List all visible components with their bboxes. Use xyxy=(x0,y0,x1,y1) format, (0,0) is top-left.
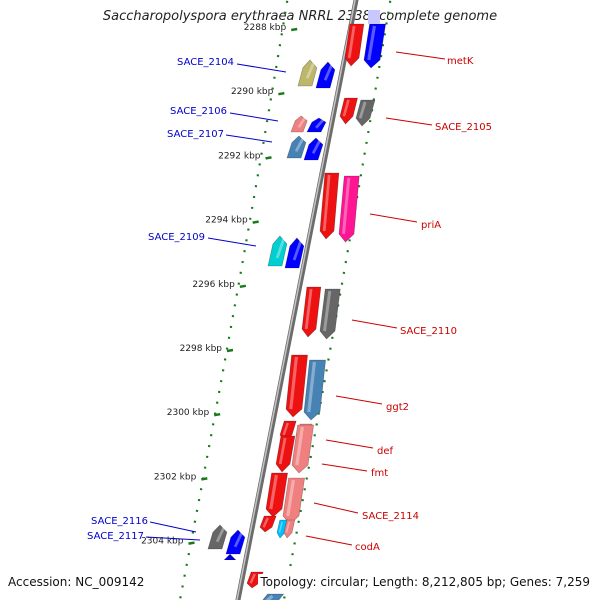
leader-line xyxy=(395,51,446,60)
gene-codA-a[interactable] xyxy=(257,515,277,533)
scale-tick-label: 2290 kbp xyxy=(231,87,274,97)
leader-line xyxy=(145,536,201,541)
leader-line xyxy=(325,439,374,449)
leader-line xyxy=(369,213,418,223)
gene-label-def[interactable]: def xyxy=(377,446,394,457)
leader-line xyxy=(236,63,287,73)
gene-label-SACE_2110[interactable]: SACE_2110 xyxy=(400,326,457,337)
gene-codA[interactable] xyxy=(282,519,296,539)
gene-fmt[interactable] xyxy=(288,424,314,474)
leader-line xyxy=(149,521,197,533)
gene-SACE_2104[interactable] xyxy=(295,59,318,87)
gene-label-ggt2[interactable]: ggt2 xyxy=(386,402,409,413)
gene-SACE_2109[interactable] xyxy=(265,235,288,267)
gene-label-SACE_2105[interactable]: SACE_2105 xyxy=(435,122,492,133)
gene-metK[interactable] xyxy=(342,23,365,67)
gene-codA-b[interactable] xyxy=(275,519,289,539)
gene-priA-pink[interactable] xyxy=(335,175,360,243)
leader-line xyxy=(385,117,433,126)
gene-fmt-a[interactable] xyxy=(273,435,296,473)
leader-line xyxy=(207,237,257,247)
gene-label-codA[interactable]: codA xyxy=(355,542,380,553)
leader-line xyxy=(305,535,353,546)
gene-priA[interactable] xyxy=(317,172,340,240)
inner-dotted-ring xyxy=(178,0,289,600)
gene-label-metK[interactable]: metK xyxy=(447,56,474,67)
gene-bottom-b[interactable] xyxy=(258,593,285,600)
gene-label-SACE_2104[interactable]: SACE_2104 xyxy=(177,57,234,68)
accession-label: Accession: NC_009142 xyxy=(6,574,147,590)
scale-tick xyxy=(252,220,259,224)
gene-label-SACE_2114[interactable]: SACE_2114 xyxy=(362,511,419,522)
scale-tick-label: 2304 kbp xyxy=(141,537,184,547)
gene-SACE_2117[interactable] xyxy=(223,529,246,555)
scale-tick xyxy=(278,91,285,96)
scale-tick xyxy=(226,348,234,353)
leader-line xyxy=(335,395,383,405)
leader-line xyxy=(321,463,368,472)
gene-SACE_2105[interactable] xyxy=(353,99,376,127)
gene-label-SACE_2116[interactable]: SACE_2116 xyxy=(91,516,148,527)
gene-SACE_2107-b[interactable] xyxy=(301,137,324,161)
scale-tick-label: 2294 kbp xyxy=(205,216,248,226)
leader-line xyxy=(225,134,273,143)
genome-backbone xyxy=(235,0,359,600)
scale-tick xyxy=(213,412,221,417)
leader-line xyxy=(229,112,279,122)
scale-tick xyxy=(290,27,298,32)
scale-tick xyxy=(265,156,272,160)
outer-dotted-ring xyxy=(282,0,392,600)
gene-label-priA[interactable]: priA xyxy=(421,220,441,231)
gene-SACE_2110[interactable] xyxy=(316,288,341,340)
gene-SACE_2110-a[interactable] xyxy=(299,286,322,338)
gene-label-SACE_2106[interactable]: SACE_2106 xyxy=(170,106,227,117)
gene-SACE_2104-b[interactable] xyxy=(313,61,336,89)
gene-SACE_2109-b[interactable] xyxy=(282,237,305,269)
gene-SACE_2105-a[interactable] xyxy=(337,97,358,125)
gene-blue-top[interactable] xyxy=(360,23,386,69)
gene-SACE_2107[interactable] xyxy=(284,135,307,159)
scale-tick-label: 2302 kbp xyxy=(154,472,197,482)
gene-SACE_2106[interactable] xyxy=(288,115,308,133)
scale-tick xyxy=(239,284,247,289)
gene-SACE_2117-tip xyxy=(224,554,236,560)
scale-tick-label: 2292 kbp xyxy=(218,151,261,161)
gene-SACE_2114-a[interactable] xyxy=(262,472,288,518)
gene-label-SACE_2117[interactable]: SACE_2117 xyxy=(87,531,144,542)
gene-SACE_2116[interactable] xyxy=(205,524,228,550)
scale-tick xyxy=(188,541,195,545)
gene-ggt2[interactable] xyxy=(300,359,326,421)
gene-label-SACE_2109[interactable]: SACE_2109 xyxy=(148,232,205,243)
gene-ggt2-a[interactable] xyxy=(282,354,308,418)
scale-tick-label: 2298 kbp xyxy=(180,344,223,354)
gene-label-SACE_2107[interactable]: SACE_2107 xyxy=(167,129,224,140)
map-title: Saccharopolyspora erythraea NRRL 2338, c… xyxy=(102,9,498,24)
topology-label: Topology: circular; Length: 8,212,805 bp… xyxy=(258,574,592,590)
scale-tick xyxy=(201,477,208,481)
scale-tick-label: 2288 kbp xyxy=(244,23,287,33)
backbone-highlight xyxy=(236,0,356,600)
leader-line xyxy=(351,319,398,329)
gene-blue-top-cap xyxy=(368,10,380,24)
scale-tick-label: 2300 kbp xyxy=(167,408,210,418)
scale-tick-label: 2296 kbp xyxy=(192,280,235,290)
gene-label-fmt[interactable]: fmt xyxy=(371,468,388,479)
leader-line xyxy=(313,502,359,514)
gene-SACE_2106-b[interactable] xyxy=(304,117,327,133)
